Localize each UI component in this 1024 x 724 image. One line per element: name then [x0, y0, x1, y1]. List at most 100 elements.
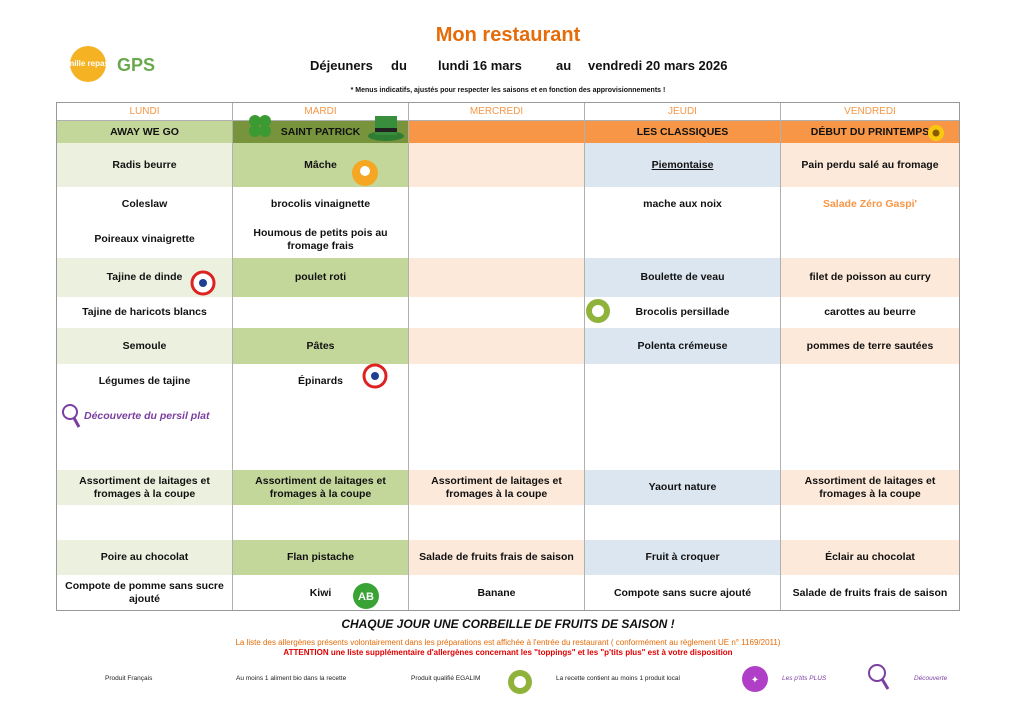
french-icon — [190, 270, 216, 296]
legend-item: La recette contient au moins 1 produit l… — [556, 675, 680, 682]
fruits-line: CHAQUE JOUR UNE CORBEILLE DE FRUITS DE S… — [341, 617, 675, 631]
menu-cell: Assortiment de laitages et fromages à la… — [781, 470, 960, 505]
menu-cell: Houmous de petits pois au fromage frais — [233, 221, 409, 258]
menu-cell: carottes au beurre — [781, 297, 960, 328]
theme-cell — [409, 121, 585, 143]
meal: Déjeuners — [310, 58, 373, 73]
menu-cell: Semoule — [57, 328, 233, 364]
menu-cell: Banane — [409, 575, 585, 611]
legend-item: Découverte — [914, 675, 948, 682]
table-border — [56, 102, 960, 611]
menu-cell — [585, 505, 781, 540]
menu-cell — [409, 505, 585, 540]
menu-cell: Éclair au chocolat — [781, 540, 960, 575]
menu-cell — [409, 364, 585, 398]
theme-cell: SAINT PATRICK — [233, 121, 409, 143]
hat-icon — [368, 116, 404, 141]
menu-cell: Salade Zéro Gaspi' — [781, 187, 960, 221]
menu-cell: Découverte du persil plat — [57, 398, 233, 470]
legend-item: Produit Français — [105, 675, 153, 682]
discovery-icon — [62, 404, 81, 428]
menu-cell — [409, 398, 585, 470]
logos: mille repas GPS — [68, 46, 155, 82]
day-header: JEUDI — [585, 103, 781, 121]
menu-cell: Assortiment de laitages et fromages à la… — [409, 470, 585, 505]
menu-cell: Coleslaw — [57, 187, 233, 221]
menu-cell: Pâtes — [233, 328, 409, 364]
menu-cell — [585, 364, 781, 398]
allergens-line: La liste des allergènes présents volonta… — [235, 638, 781, 647]
menu-cell: filet de poisson au curry — [781, 258, 960, 297]
menu-cell — [781, 398, 960, 470]
menu-cell: Légumes de tajine — [57, 364, 233, 398]
menu-cell: Piemontaise — [585, 143, 781, 187]
menu-cell: Brocolis persillade — [585, 297, 781, 328]
menu-cell — [781, 364, 960, 398]
note: * Menus indicatifs, ajustés pour respect… — [350, 87, 666, 94]
theme-cell: LES CLASSIQUES — [585, 121, 781, 143]
svg-text:AB: AB — [358, 591, 374, 603]
menu-cell — [233, 297, 409, 328]
menu-cell: Poireaux vinaigrette — [57, 221, 233, 258]
clover-icon — [249, 115, 271, 137]
discovery-icon — [868, 664, 890, 690]
menu-cell: Compote de pomme sans sucre ajouté — [57, 575, 233, 611]
day-header: MERCREDI — [409, 103, 585, 121]
menu-cell: Assortiment de laitages et fromages à la… — [57, 470, 233, 505]
menu-cell: Compote sans sucre ajouté — [585, 575, 781, 611]
menu-cell: Kiwi — [233, 575, 409, 611]
menu-cell: Pain perdu salé au fromage — [781, 143, 960, 187]
title: Mon restaurant — [435, 24, 581, 46]
logo-circle — [70, 46, 106, 82]
menu-cell — [409, 297, 585, 328]
menu-cell: Salade de fruits frais de saison — [781, 575, 960, 611]
menu-cell: Flan pistache — [233, 540, 409, 575]
menu-cell: Mâche — [233, 143, 409, 187]
menu-cell: Boulette de veau — [585, 258, 781, 297]
menu-cell — [233, 505, 409, 540]
from-word: du — [391, 58, 407, 73]
menu-cell — [409, 328, 585, 364]
to-date: vendredi 20 mars 2026 — [588, 58, 728, 73]
logo-mille: mille repas — [68, 59, 109, 68]
menu-cell: poulet roti — [233, 258, 409, 297]
menu-cell: Radis beurre — [57, 143, 233, 187]
french-icon — [362, 363, 388, 389]
to-word: au — [556, 58, 572, 73]
menu-cell — [585, 398, 781, 470]
menu-cell — [409, 187, 585, 221]
menu-cell — [409, 143, 585, 187]
menu-cell — [585, 221, 781, 258]
from-date: lundi 16 mars — [438, 58, 522, 73]
day-header: LUNDI — [57, 103, 233, 121]
theme-cell: DÉBUT DU PRINTEMPS — [781, 121, 960, 143]
menu-cell: Tajine de haricots blancs — [57, 297, 233, 328]
plus-icon: ✦ — [742, 666, 768, 692]
menu-cell: Salade de fruits frais de saison — [409, 540, 585, 575]
menu-cell — [409, 258, 585, 297]
legend-item: Au moins 1 aliment bio dans la recette — [236, 675, 347, 682]
menu-cell — [409, 221, 585, 258]
menu-cell: mache aux noix — [585, 187, 781, 221]
flower-icon — [928, 125, 944, 141]
legend-item: Les p'tits PLUS — [782, 675, 827, 682]
day-header: MARDI — [233, 103, 409, 121]
menu-cell: brocolis vinaignette — [233, 187, 409, 221]
local-icon — [508, 670, 532, 694]
menu-cell: Yaourt nature — [585, 470, 781, 505]
attention-line: ATTENTION une liste supplémentaire d'all… — [283, 648, 733, 657]
bio-icon: AB — [353, 583, 379, 609]
legend-item: Produit qualifié EGALIM — [411, 675, 481, 682]
local-icon — [586, 299, 610, 323]
menu-cell — [57, 505, 233, 540]
menu-cell: Assortiment de laitages et fromages à la… — [233, 470, 409, 505]
theme-cell: AWAY WE GO — [57, 121, 233, 143]
svg-text:✦: ✦ — [751, 675, 759, 686]
egalim-icon — [352, 160, 378, 186]
logo-gps: GPS — [117, 55, 155, 75]
menu-cell: pommes de terre sautées — [781, 328, 960, 364]
menu-cell: Poire au chocolat — [57, 540, 233, 575]
menu-cell — [233, 398, 409, 470]
